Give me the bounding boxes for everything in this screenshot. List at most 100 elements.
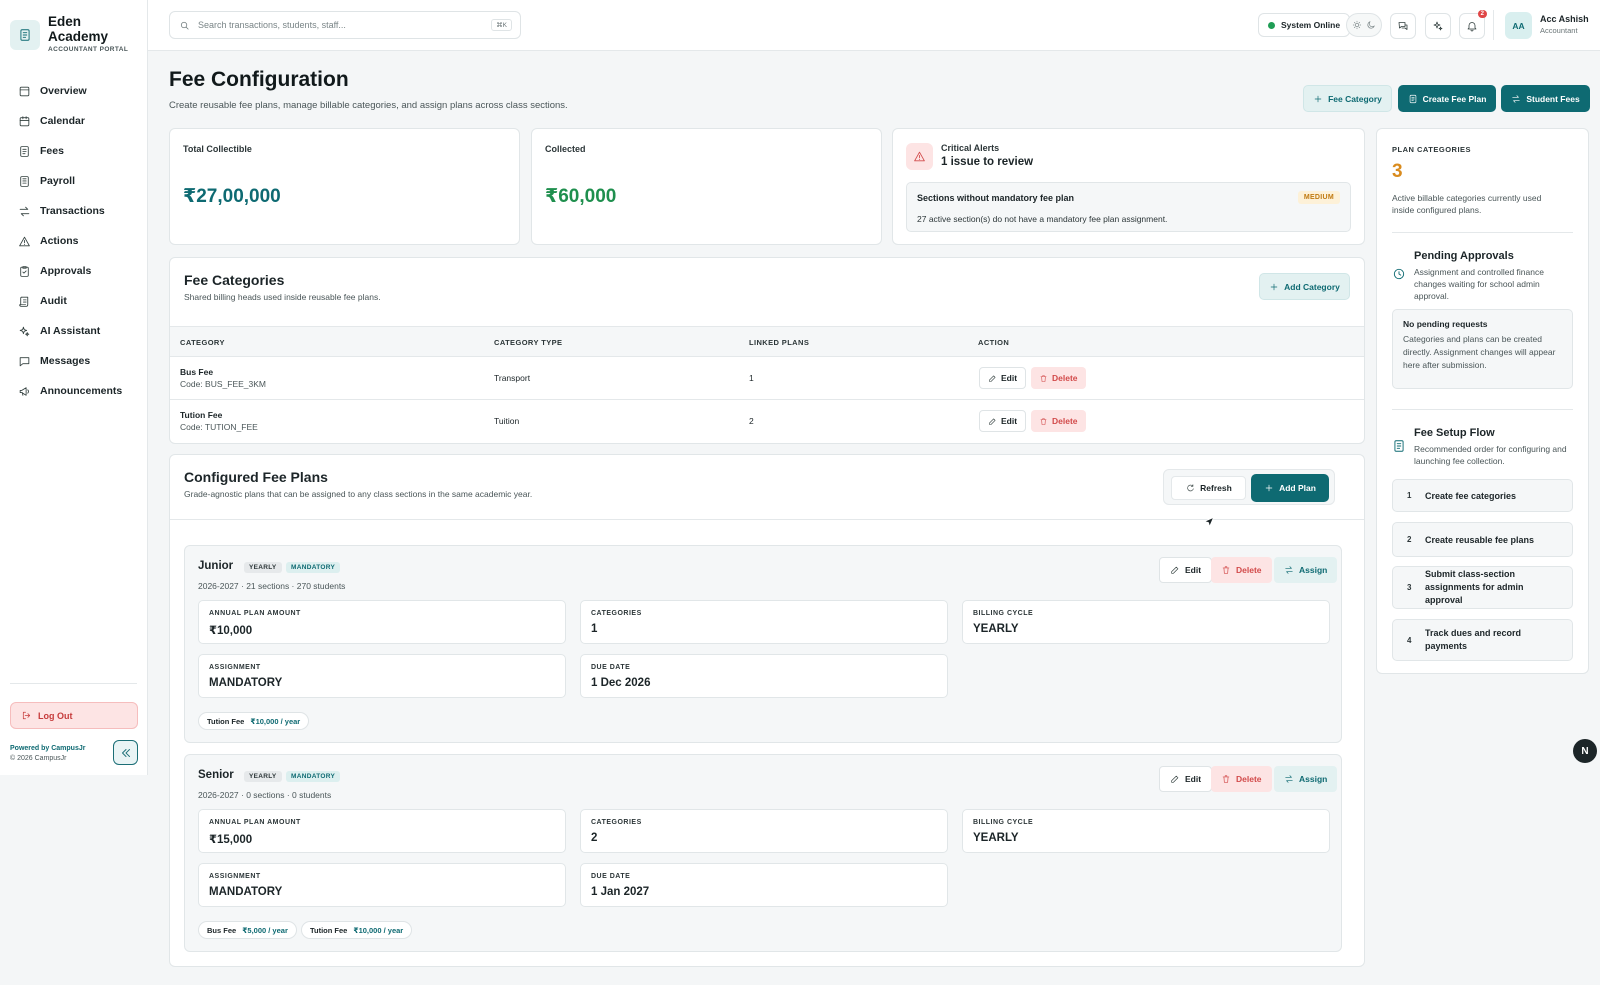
search-icon xyxy=(180,21,189,30)
notification-count-badge: 2 xyxy=(1477,10,1487,18)
sidebar-item-overview[interactable]: Overview xyxy=(10,76,138,106)
sidebar-item-announcements[interactable]: Announcements xyxy=(10,376,138,406)
ai-button[interactable] xyxy=(1425,13,1451,39)
delete-plan-button[interactable]: Delete xyxy=(1211,766,1272,792)
sparkles-icon xyxy=(19,326,30,336)
student-fees-button[interactable]: Student Fees xyxy=(1501,85,1590,112)
user-info[interactable]: Acc Ashish Accountant xyxy=(1540,14,1589,35)
alert-item-description: 27 active section(s) do not have a manda… xyxy=(917,214,1168,224)
sidebar-item-fees[interactable]: Fees xyxy=(10,136,138,166)
theme-toggle[interactable] xyxy=(1346,13,1382,37)
delete-button[interactable]: Delete xyxy=(1031,367,1086,389)
collapse-sidebar-button[interactable] xyxy=(113,740,138,765)
sidebar-item-ai-assistant[interactable]: AI Assistant xyxy=(10,316,138,346)
create-fee-plan-button[interactable]: Create Fee Plan xyxy=(1398,85,1496,112)
assignment-value: MANDATORY xyxy=(209,886,283,898)
sidebar-item-actions[interactable]: Actions xyxy=(10,226,138,256)
portal-name: ACCOUNTANT PORTAL xyxy=(48,46,129,53)
sidebar-item-label: Fees xyxy=(40,145,64,157)
sidebar-item-messages[interactable]: Messages xyxy=(10,346,138,376)
plan-name: Senior xyxy=(198,769,234,781)
floating-action-button[interactable]: N xyxy=(1573,739,1597,763)
pending-requests-title: No pending requests xyxy=(1403,319,1488,329)
powered-by: Powered by CampusJr © 2026 CampusJr xyxy=(10,745,86,762)
stat-label: Collected xyxy=(545,144,586,154)
notifications-button[interactable]: 2 xyxy=(1459,10,1487,39)
sidebar-item-label: Approvals xyxy=(40,265,92,277)
categories-value: 2 xyxy=(591,832,598,844)
step-label: Create fee categories xyxy=(1425,490,1517,501)
logout-button[interactable]: Log Out xyxy=(10,702,138,729)
sidebar-item-approvals[interactable]: Approvals xyxy=(10,256,138,286)
pending-requests-description: Categories and plans can be created dire… xyxy=(1403,334,1556,370)
plus-icon xyxy=(1265,484,1273,492)
annual-amount-field: ANNUAL PLAN AMOUNT ₹10,000 xyxy=(198,600,566,644)
clipboard-check-icon xyxy=(20,265,29,277)
add-plan-button[interactable]: Add Plan xyxy=(1251,474,1329,502)
document-icon xyxy=(1409,94,1416,103)
edit-plan-button[interactable]: Edit xyxy=(1159,766,1213,792)
step-number: 4 xyxy=(1407,635,1412,645)
billing-cycle-value: YEARLY xyxy=(973,832,1019,844)
sidebar-item-label: Messages xyxy=(40,355,91,367)
assign-plan-button[interactable]: Assign xyxy=(1274,766,1338,792)
assignment-field: ASSIGNMENT MANDATORY xyxy=(198,863,566,907)
chat-icon xyxy=(1398,22,1408,30)
table-row: Tution Fee Code: TUTION_FEE Tuition 2 Ed… xyxy=(170,400,1364,443)
fee-category-button[interactable]: Fee Category xyxy=(1303,85,1392,112)
sidebar-item-calendar[interactable]: Calendar xyxy=(10,106,138,136)
edit-plan-button[interactable]: Edit xyxy=(1159,557,1213,583)
overview-icon xyxy=(19,86,30,96)
plan-categories-description: Active billable categories currently use… xyxy=(1392,193,1542,215)
category-code: Code: BUS_FEE_3KM xyxy=(180,379,266,389)
alert-item[interactable]: Sections without mandatory fee plan MEDI… xyxy=(906,182,1351,232)
column-header: ACTION xyxy=(978,338,1010,347)
delete-plan-button[interactable]: Delete xyxy=(1211,557,1272,583)
search-input[interactable]: Search transactions, students, staff... … xyxy=(169,11,521,39)
avatar[interactable]: AA xyxy=(1505,12,1532,39)
swap-icon xyxy=(1512,94,1520,103)
section-title: Fee Categories xyxy=(184,272,285,288)
swap-icon xyxy=(1285,566,1293,574)
trash-icon xyxy=(1222,566,1230,574)
chat-button[interactable] xyxy=(1390,13,1416,39)
fee-categories-section: Fee Categories Shared billing heads used… xyxy=(169,257,1365,444)
section-subtitle: Grade-agnostic plans that can be assigne… xyxy=(184,489,533,499)
alerts-label: Critical Alerts xyxy=(941,143,1000,153)
sidebar-item-label: Payroll xyxy=(40,175,76,187)
message-icon xyxy=(19,356,30,366)
sidebar-item-transactions[interactable]: Transactions xyxy=(10,196,138,226)
fees-icon xyxy=(20,145,29,157)
setup-step: 2 Create reusable fee plans xyxy=(1392,522,1573,557)
stat-value: ₹27,00,000 xyxy=(183,186,281,207)
fee-plan-card: Senior YEARLY MANDATORY 2026-2027 · 0 se… xyxy=(184,754,1342,952)
sidebar-item-audit[interactable]: Audit xyxy=(10,286,138,316)
add-category-button[interactable]: Add Category xyxy=(1259,273,1350,300)
setup-step: 4 Track dues and record payments xyxy=(1392,619,1573,661)
setup-flow-title: Fee Setup Flow xyxy=(1414,427,1495,439)
school-logo-icon xyxy=(10,20,40,50)
table-header: CATEGORY CATEGORY TYPE LINKED PLANS ACTI… xyxy=(170,326,1364,357)
plan-meta: 2026-2027 · 21 sections · 270 students xyxy=(198,581,346,591)
category-name: Tution Fee xyxy=(180,410,223,420)
panel-divider xyxy=(1392,409,1573,410)
assign-plan-button[interactable]: Assign xyxy=(1274,557,1338,583)
plus-icon xyxy=(1314,95,1322,102)
edit-button[interactable]: Edit xyxy=(979,410,1027,432)
refresh-button[interactable]: Refresh xyxy=(1171,476,1246,500)
annual-amount-field: ANNUAL PLAN AMOUNT ₹15,000 xyxy=(198,809,566,853)
pending-requests-box: No pending requests Categories and plans… xyxy=(1392,309,1573,389)
sidebar-item-payroll[interactable]: Payroll xyxy=(10,166,138,196)
category-type: Transport xyxy=(494,373,531,383)
sparkles-icon xyxy=(1433,21,1443,31)
delete-button[interactable]: Delete xyxy=(1031,410,1086,432)
brand[interactable]: Eden Academy ACCOUNTANT PORTAL xyxy=(10,14,128,53)
page-title: Fee Configuration xyxy=(169,68,349,91)
edit-button[interactable]: Edit xyxy=(979,367,1027,389)
bell-icon xyxy=(1467,22,1477,32)
panel-divider xyxy=(1392,232,1573,233)
section-subtitle: Shared billing heads used inside reusabl… xyxy=(184,292,381,302)
sidebar-item-label: Calendar xyxy=(40,115,85,127)
alerts-title: 1 issue to review xyxy=(941,156,1034,168)
category-chip: Tution Fee ₹10,000 / year xyxy=(301,921,413,939)
